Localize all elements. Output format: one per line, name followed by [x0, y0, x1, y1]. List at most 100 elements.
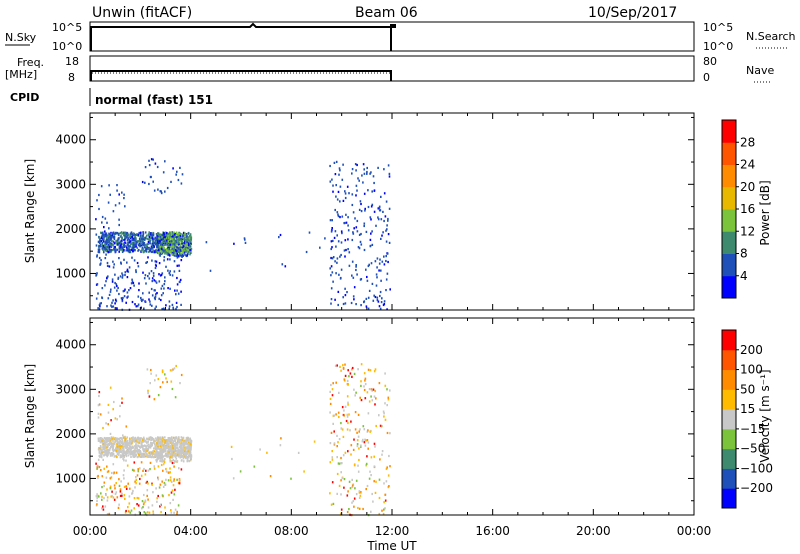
- data-cell: [140, 453, 142, 456]
- data-cell: [168, 447, 171, 450]
- data-cell: [173, 238, 175, 241]
- data-cell: [181, 242, 183, 245]
- data-cell: [335, 195, 337, 198]
- data-cell: [106, 465, 108, 468]
- data-cell: [144, 231, 147, 234]
- data-cell: [129, 243, 132, 246]
- data-cell: [155, 281, 158, 284]
- data-cell: [176, 170, 178, 173]
- data-cell: [126, 246, 128, 249]
- data-cell: [164, 436, 166, 439]
- data-cell: [130, 509, 133, 512]
- data-cell: [106, 247, 108, 250]
- data-cell: [172, 253, 174, 256]
- data-cell: [111, 495, 113, 498]
- data-cell: [127, 482, 129, 485]
- data-cell: [172, 234, 175, 237]
- data-cell: [113, 484, 116, 487]
- colorbar-frame: [721, 329, 737, 509]
- data-cell: [120, 437, 122, 440]
- data-cell: [305, 250, 308, 254]
- data-cell: [161, 370, 164, 374]
- data-cell: [128, 245, 130, 248]
- data-cell: [139, 451, 142, 454]
- data-cell: [114, 204, 117, 207]
- date-title: 10/Sep/2017: [588, 5, 677, 21]
- data-cell: [374, 295, 377, 299]
- data-cell: [142, 271, 144, 274]
- data-cell: [167, 269, 169, 272]
- data-cell: [119, 454, 122, 457]
- data-cell: [331, 450, 333, 453]
- data-cell: [364, 438, 366, 441]
- data-cell: [176, 439, 179, 443]
- data-cell: [177, 449, 180, 452]
- data-cell: [116, 449, 119, 452]
- data-cell: [352, 232, 355, 235]
- data-cell: [337, 240, 340, 243]
- data-cell: [113, 498, 116, 501]
- data-cell: [136, 233, 138, 236]
- data-cell: [347, 421, 349, 425]
- data-cell: [122, 248, 124, 251]
- data-cell: [174, 455, 177, 459]
- data-cell: [329, 397, 332, 400]
- data-cell: [113, 442, 116, 445]
- data-cell: [364, 379, 366, 382]
- data-cell: [339, 365, 341, 368]
- data-cell: [133, 461, 136, 464]
- data-cell: [367, 205, 370, 209]
- data-cell: [105, 450, 107, 453]
- data-cell: [108, 184, 110, 187]
- data-cell: [125, 446, 127, 449]
- data-cell: [100, 185, 103, 188]
- data-cell: [170, 231, 173, 234]
- data-cell: [379, 424, 382, 427]
- data-cell: [118, 437, 120, 441]
- data-cell: [358, 447, 360, 450]
- data-cell: [343, 378, 346, 381]
- data-cell: [119, 415, 121, 418]
- data-cell: [148, 511, 151, 514]
- data-cell: [156, 249, 159, 252]
- data-cell: [146, 444, 148, 447]
- data-cell: [372, 388, 375, 391]
- data-cell: [171, 438, 173, 441]
- data-cell: [279, 233, 282, 237]
- data-cell: [176, 451, 179, 454]
- data-cell: [115, 449, 117, 452]
- data-cell: [141, 299, 143, 303]
- data-cell: [167, 236, 170, 239]
- data-cell: [162, 171, 165, 174]
- data-cell: [157, 437, 159, 440]
- data-cell: [118, 449, 120, 453]
- data-cell: [375, 424, 377, 428]
- data-cell: [371, 492, 373, 496]
- data-cell: [109, 235, 111, 239]
- data-cell: [127, 510, 130, 513]
- data-cell: [338, 462, 341, 465]
- data-cell: [131, 446, 133, 449]
- data-cell: [175, 307, 177, 310]
- data-cell: [97, 416, 100, 419]
- data-cell: [143, 236, 145, 239]
- data-cell: [130, 443, 132, 446]
- data-cell: [142, 241, 144, 244]
- data-cell: [138, 450, 141, 453]
- data-cell: [190, 448, 192, 451]
- data-cell: [330, 431, 333, 434]
- data-cell: [179, 235, 181, 238]
- data-cell: [124, 241, 126, 244]
- data-cell: [148, 247, 150, 250]
- data-cell: [136, 444, 138, 447]
- data-cell: [116, 445, 119, 448]
- data-cell: [121, 492, 123, 495]
- data-cell: [144, 181, 146, 184]
- data-cell: [185, 239, 188, 242]
- data-cell: [365, 464, 367, 467]
- data-cell: [374, 491, 377, 494]
- data-cell: [165, 478, 167, 481]
- data-cell: [389, 465, 391, 468]
- data-cell: [152, 239, 154, 243]
- data-cell: [142, 469, 144, 472]
